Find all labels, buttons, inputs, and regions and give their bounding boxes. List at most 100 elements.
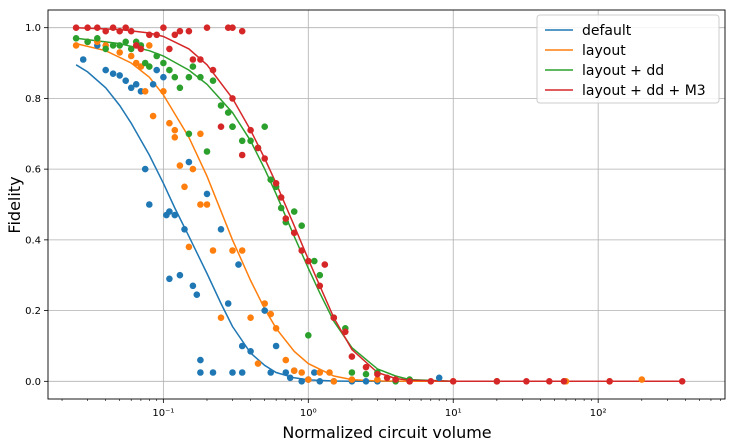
data-point — [127, 27, 135, 35]
x-tick-label: 10⁻¹ — [152, 408, 174, 419]
data-point — [272, 325, 280, 332]
data-point — [277, 194, 285, 201]
data-point — [203, 190, 211, 198]
data-point — [316, 271, 324, 279]
data-point — [261, 155, 269, 162]
data-point — [406, 378, 413, 385]
data-point — [362, 378, 370, 385]
x-axis-ticks: 10⁻¹ 10⁰ 10¹ 10² — [61, 399, 721, 419]
data-point — [298, 247, 306, 254]
data-point — [247, 126, 254, 134]
data-point — [176, 84, 184, 92]
data-point — [238, 27, 246, 35]
data-point — [272, 342, 280, 350]
data-point — [267, 369, 275, 376]
data-point — [272, 180, 280, 187]
data-point — [217, 314, 225, 322]
data-point — [435, 374, 443, 382]
data-point — [298, 369, 306, 376]
data-point — [217, 123, 225, 130]
data-point — [209, 247, 217, 254]
data-point — [321, 261, 329, 268]
data-point — [149, 112, 157, 120]
data-point — [224, 109, 232, 116]
fit-curve-3 — [76, 26, 683, 383]
data-point — [305, 257, 312, 265]
y-tick-label: 1.0 — [25, 23, 41, 34]
data-point — [362, 363, 370, 371]
data-point — [374, 376, 381, 383]
data-point — [72, 35, 80, 42]
data-point — [290, 367, 298, 375]
data-point — [383, 374, 391, 382]
data-point — [282, 369, 290, 376]
y-tick-label: 0.0 — [25, 377, 41, 388]
data-point — [146, 201, 153, 208]
data-point — [146, 31, 153, 39]
data-point — [203, 148, 211, 155]
data-point — [193, 291, 201, 299]
data-point — [209, 369, 217, 376]
data-point — [298, 222, 306, 229]
data-point — [238, 247, 246, 254]
data-point — [546, 378, 553, 385]
x-axis-title: Normalized circuit volume — [282, 423, 491, 442]
data-point — [229, 369, 236, 376]
data-point — [638, 376, 646, 383]
data-point — [181, 226, 188, 233]
data-point — [122, 77, 129, 84]
data-point — [261, 307, 269, 314]
data-points — [72, 24, 686, 385]
data-point — [153, 31, 160, 39]
data-point — [171, 31, 179, 39]
data-point — [316, 378, 324, 385]
data-point — [348, 376, 356, 383]
data-point — [160, 88, 167, 95]
data-point — [166, 119, 173, 127]
data-point — [84, 38, 91, 46]
plot-frame — [47, 9, 726, 400]
data-point — [146, 42, 153, 49]
data-point — [137, 45, 145, 53]
data-point — [153, 66, 160, 74]
data-point — [247, 348, 254, 355]
data-point — [282, 215, 290, 222]
data-point — [116, 49, 123, 56]
data-point — [181, 183, 188, 191]
data-point — [141, 165, 149, 173]
data-point — [171, 211, 179, 219]
data-point — [116, 42, 123, 49]
data-point — [326, 369, 333, 376]
data-point — [185, 27, 193, 35]
data-point — [330, 314, 338, 322]
data-point — [217, 102, 225, 109]
data-point — [238, 137, 246, 145]
data-point — [122, 38, 129, 46]
data-point — [127, 52, 135, 60]
data-point — [209, 66, 217, 74]
data-point — [176, 271, 184, 279]
data-point — [84, 24, 91, 32]
data-point — [348, 369, 356, 376]
data-point — [166, 275, 173, 283]
data-point — [109, 24, 117, 32]
data-point — [116, 72, 123, 79]
data-point — [166, 66, 173, 74]
legend-label: layout + dd + M3 — [582, 83, 706, 99]
data-point — [261, 123, 269, 130]
data-point — [203, 24, 211, 32]
data-point — [166, 208, 173, 215]
data-point — [427, 378, 435, 385]
data-point — [316, 369, 324, 376]
data-point — [171, 134, 179, 141]
data-point — [330, 378, 338, 385]
data-point — [189, 56, 197, 63]
data-point — [229, 123, 236, 130]
data-point — [102, 27, 109, 35]
y-tick-label: 0.6 — [25, 165, 41, 176]
data-point — [197, 56, 204, 63]
data-point — [449, 378, 457, 385]
data-point — [523, 378, 530, 385]
data-point — [678, 378, 686, 385]
